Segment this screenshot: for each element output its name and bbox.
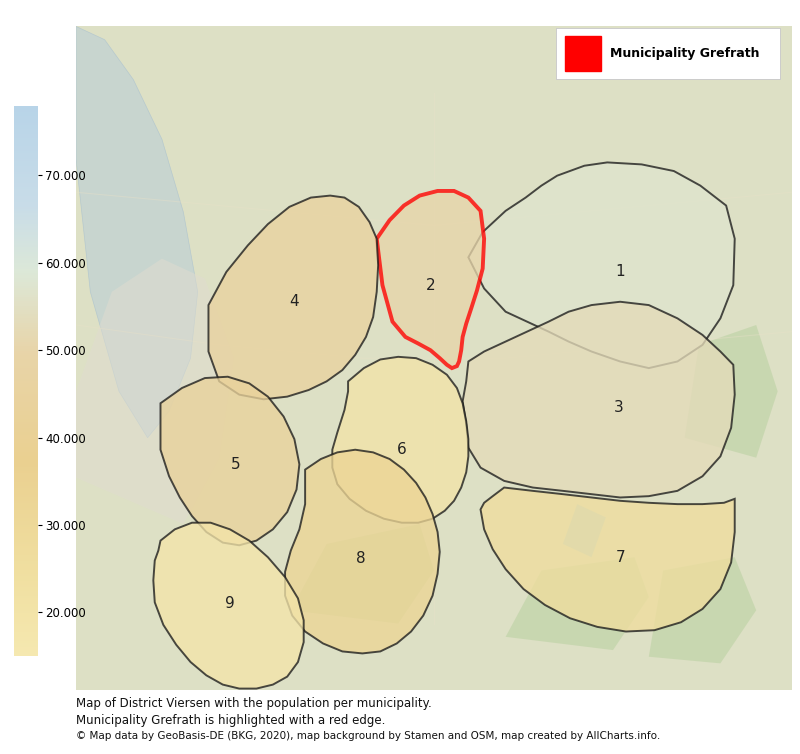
Bar (565, 35, 601, 72)
Text: 7: 7 (615, 550, 625, 565)
Polygon shape (154, 523, 304, 688)
Text: 1: 1 (615, 265, 625, 280)
Polygon shape (332, 357, 468, 523)
Text: Map of District Viersen with the population per municipality.: Map of District Viersen with the populat… (76, 697, 432, 710)
Polygon shape (290, 524, 434, 624)
Text: 9: 9 (225, 596, 235, 611)
Polygon shape (649, 557, 756, 664)
Polygon shape (685, 325, 778, 458)
Text: Municipality Grefrath: Municipality Grefrath (610, 47, 759, 60)
Polygon shape (377, 191, 484, 368)
Polygon shape (76, 259, 234, 524)
Polygon shape (462, 302, 734, 498)
Text: 3: 3 (614, 400, 624, 415)
Polygon shape (563, 504, 606, 557)
Polygon shape (161, 377, 299, 545)
Text: 2: 2 (426, 277, 435, 293)
Polygon shape (76, 26, 198, 438)
Text: 5: 5 (231, 457, 241, 472)
Polygon shape (468, 162, 734, 368)
Polygon shape (506, 557, 649, 650)
Text: 8: 8 (356, 551, 366, 566)
Text: © Map data by GeoBasis-DE (BKG, 2020), map background by Stamen and OSM, map cre: © Map data by GeoBasis-DE (BKG, 2020), m… (76, 731, 660, 741)
Polygon shape (209, 195, 378, 400)
Polygon shape (285, 449, 440, 654)
Text: Municipality Grefrath is highlighted with a red edge.: Municipality Grefrath is highlighted wit… (76, 714, 386, 727)
Text: 6: 6 (397, 442, 406, 457)
Text: 4: 4 (290, 294, 299, 309)
Polygon shape (481, 488, 734, 632)
